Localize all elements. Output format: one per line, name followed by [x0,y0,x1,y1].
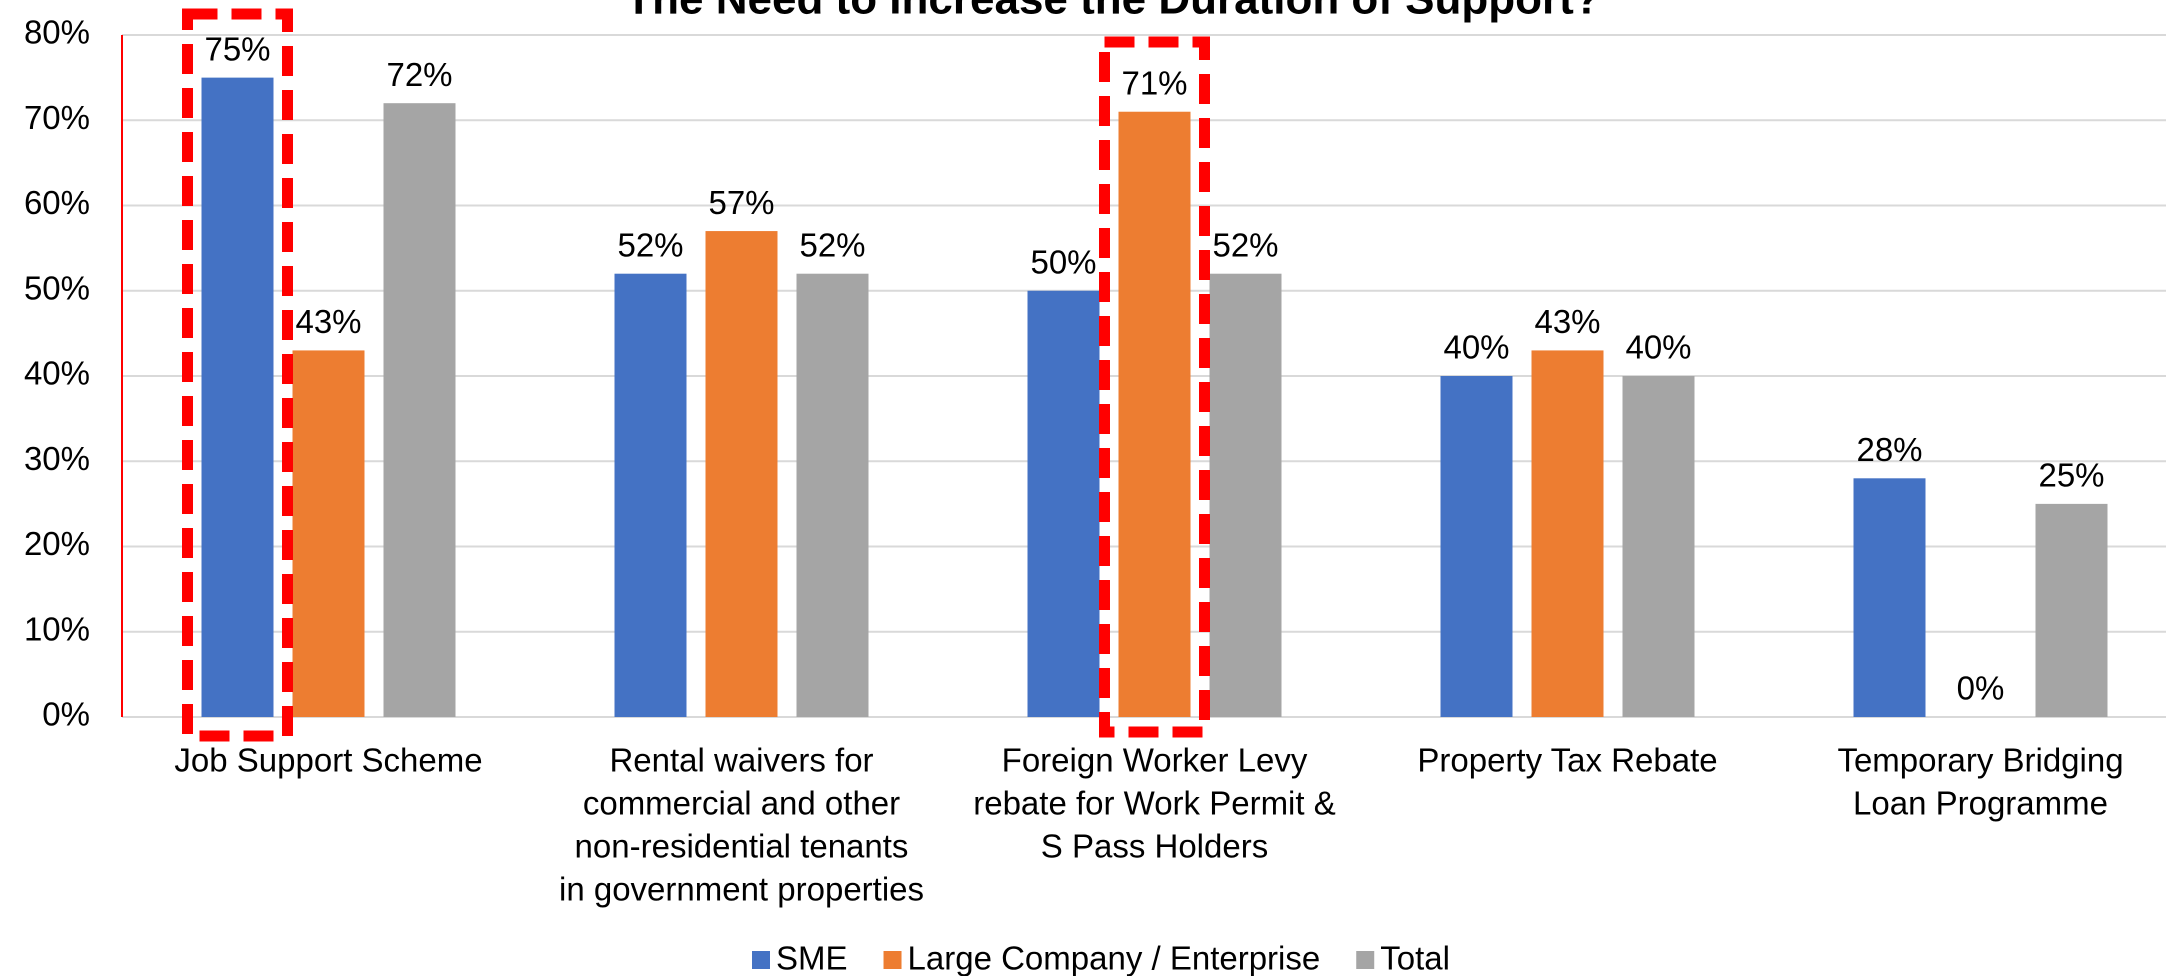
data-label: 52% [799,226,865,263]
bar [1440,376,1513,717]
x-tick-label: S Pass Holders [1041,828,1268,865]
chart-title: The Need to Increase the Duration of Sup… [625,0,1600,24]
y-tick-label: 60% [24,184,90,221]
x-tick-label: rebate for Work Permit & [973,785,1336,822]
y-tick-label: 50% [24,269,90,306]
x-tick-label: Temporary Bridging [1837,742,2123,779]
legend-swatch [752,951,770,969]
y-tick-label: 70% [24,99,90,136]
bar [614,273,687,717]
data-label: 0% [1957,670,2005,707]
bar [1622,376,1695,717]
bar [383,103,456,717]
bar [1209,273,1282,717]
y-tick-label: 30% [24,440,90,477]
data-label: 71% [1121,64,1187,101]
data-label: 52% [617,226,683,263]
data-label: 57% [708,184,774,221]
bar [1531,350,1604,717]
x-tick-label: Rental waivers for [609,742,873,779]
y-tick-label: 0% [42,696,90,733]
bar [292,350,365,717]
highlight-box [182,8,293,742]
data-label: 40% [1625,329,1691,366]
data-label: 50% [1030,243,1096,280]
x-tick-label: Property Tax Rebate [1417,742,1717,779]
bar [201,77,274,717]
legend-swatch [883,951,902,969]
bar [705,231,778,717]
data-label: 75% [204,30,270,67]
x-tick-label: Job Support Scheme [174,742,482,779]
x-tick-label: commercial and other [583,785,900,822]
y-tick-label: 80% [24,14,90,51]
data-label: 28% [1856,431,1922,468]
y-tick-label: 40% [24,355,90,392]
x-tick-label: Loan Programme [1853,785,2108,822]
data-label: 40% [1443,329,1509,366]
legend-label: Total [1380,940,1450,976]
bar [796,273,869,717]
data-label: 43% [295,303,361,340]
data-label: 25% [2038,457,2104,494]
bar [1027,290,1100,717]
data-label: 43% [1534,303,1600,340]
x-tick-label: non-residential tenants [575,828,909,865]
bar [1853,478,1926,717]
bar [1118,111,1191,718]
data-label: 72% [386,56,452,93]
x-tick-label: Foreign Worker Levy [1002,742,1308,779]
legend-label: SME [776,940,848,976]
y-tick-label: 20% [24,525,90,562]
x-tick-label: in government properties [559,871,924,908]
bar [2035,503,2108,717]
data-label: 52% [1212,226,1278,263]
legend-label: Large Company / Enterprise [908,940,1321,976]
highlight-box [1099,36,1210,738]
legend-swatch [1356,951,1375,969]
y-tick-label: 10% [24,610,90,647]
